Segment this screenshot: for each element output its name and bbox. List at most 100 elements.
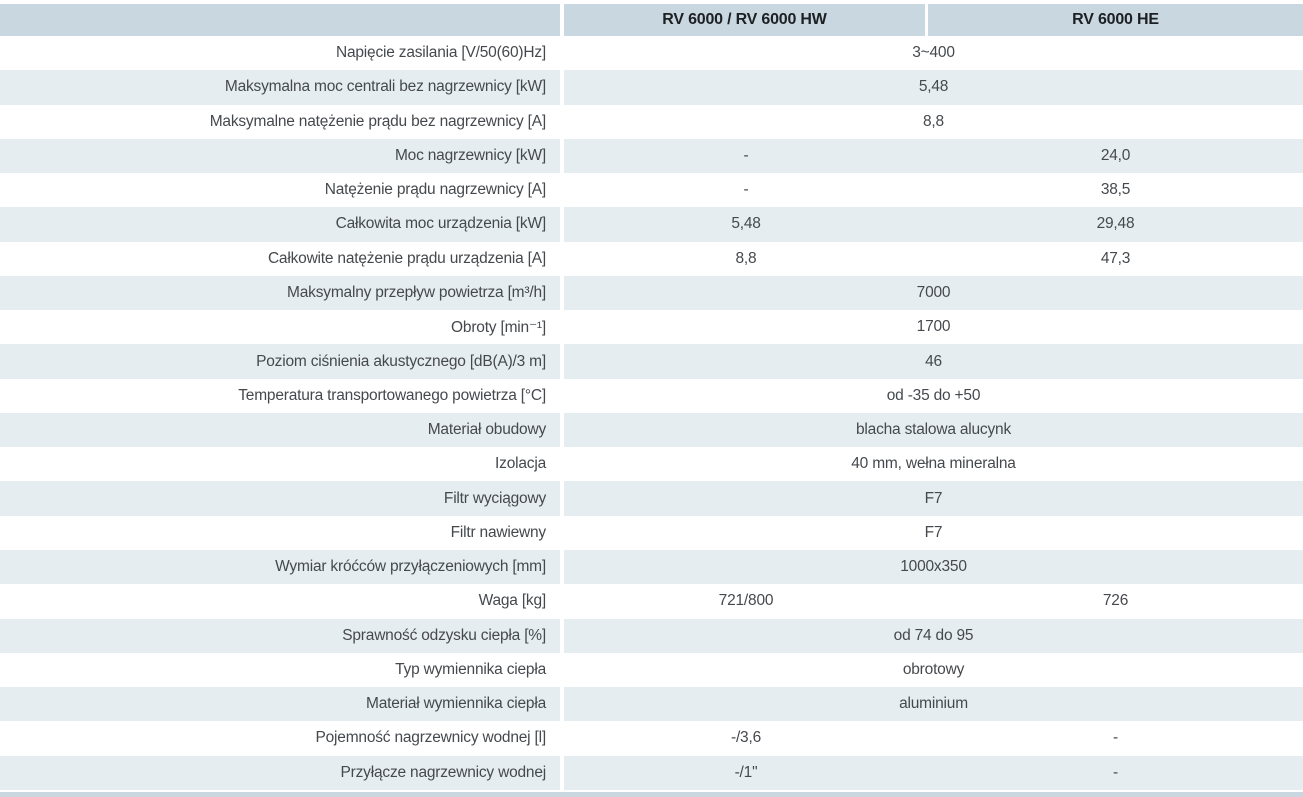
row-label: Natężenie prądu nagrzewnicy [A] (0, 173, 560, 208)
column-divider (560, 36, 564, 71)
table-row-heat-exchanger-type: Typ wymiennika ciepła obrotowy (0, 652, 1303, 688)
row-value-col2: 29,48 (928, 207, 1303, 242)
column-divider (560, 481, 564, 516)
row-value-col2: - (928, 755, 1303, 790)
row-label: Materiał obudowy (0, 412, 560, 448)
row-label: Przyłącze nagrzewnicy wodnej (0, 755, 560, 790)
row-label: Całkowita moc urządzenia [kW] (0, 207, 560, 242)
table-row-exhaust-filter: Filtr wyciągowy F7 (0, 481, 1303, 516)
column-divider (560, 412, 564, 448)
column-divider (560, 755, 564, 790)
table-row-total-power: Całkowita moc urządzenia [kW] 5,48 29,48 (0, 207, 1303, 242)
row-value: 46 (564, 344, 1303, 379)
table-row-max-airflow: Maksymalny przepływ powietrza [m³/h] 700… (0, 275, 1303, 311)
column-divider (560, 549, 564, 585)
header-label-spacer (0, 4, 560, 36)
row-label: Filtr wyciągowy (0, 481, 560, 516)
column-header-rv6000-hw: RV 6000 / RV 6000 HW (564, 4, 925, 36)
row-value: 5,48 (564, 70, 1303, 105)
column-divider (560, 241, 564, 276)
table-row-heat-exchanger-material: Materiał wymiennika ciepła aluminium (0, 687, 1303, 722)
row-value-col1: 8,8 (564, 241, 928, 276)
row-value-col2: 24,0 (928, 138, 1303, 174)
table-row-heater-power: Moc nagrzewnicy [kW] - 24,0 (0, 138, 1303, 174)
column-divider (560, 584, 564, 619)
row-value: 7000 (564, 275, 1303, 311)
table-row-insulation: Izolacja 40 mm, wełna mineralna (0, 447, 1303, 482)
row-label: Maksymalny przepływ powietrza [m³/h] (0, 275, 560, 311)
column-divider (560, 173, 564, 208)
row-value: obrotowy (564, 652, 1303, 688)
row-value: 8,8 (564, 104, 1303, 139)
row-value-col1: -/3,6 (564, 721, 928, 756)
table-row-heater-current: Natężenie prądu nagrzewnicy [A] - 38,5 (0, 173, 1303, 208)
row-label: Maksymalna moc centrali bez nagrzewnicy … (0, 70, 560, 105)
column-header-rv6000-he: RV 6000 HE (928, 4, 1303, 36)
row-label: Moc nagrzewnicy [kW] (0, 138, 560, 174)
row-value: aluminium (564, 687, 1303, 722)
row-label: Waga [kg] (0, 584, 560, 619)
row-value: blacha stalowa alucynk (564, 412, 1303, 448)
row-value-col1: - (564, 138, 928, 174)
column-divider (560, 4, 564, 36)
row-label: Wymiar króćców przyłączeniowych [mm] (0, 549, 560, 585)
column-divider (560, 207, 564, 242)
row-label: Obroty [min⁻¹] (0, 310, 560, 345)
column-divider (560, 138, 564, 174)
row-value: F7 (564, 481, 1303, 516)
column-divider (560, 344, 564, 379)
table-row-air-temperature: Temperatura transportowanego powietrza [… (0, 378, 1303, 413)
table-row-supply-filter: Filtr nawiewny F7 (0, 515, 1303, 550)
table-header-row: RV 6000 / RV 6000 HW RV 6000 HE (0, 4, 1303, 36)
column-divider (560, 378, 564, 413)
row-value: 3~400 (564, 36, 1303, 71)
column-divider (925, 4, 928, 36)
row-label: Typ wymiennika ciepła (0, 652, 560, 688)
row-value: od -35 do +50 (564, 378, 1303, 413)
next-section-strip (0, 792, 1303, 797)
row-label: Poziom ciśnienia akustycznego [dB(A)/3 m… (0, 344, 560, 379)
column-divider (560, 687, 564, 722)
table-row-supply-voltage: Napięcie zasilania [V/50(60)Hz] 3~400 (0, 36, 1303, 71)
column-divider (560, 104, 564, 139)
row-value: od 74 do 95 (564, 618, 1303, 653)
column-divider (560, 70, 564, 105)
row-value-col1: 5,48 (564, 207, 928, 242)
row-value-col1: -/1" (564, 755, 928, 790)
column-divider (560, 310, 564, 345)
row-value-col1: - (564, 173, 928, 208)
row-label: Filtr nawiewny (0, 515, 560, 550)
column-divider (560, 447, 564, 482)
column-divider (560, 652, 564, 688)
row-value: F7 (564, 515, 1303, 550)
row-label: Napięcie zasilania [V/50(60)Hz] (0, 36, 560, 71)
row-label: Sprawność odzysku ciepła [%] (0, 618, 560, 653)
table-row-max-current-no-heater: Maksymalne natężenie prądu bez nagrzewni… (0, 104, 1303, 139)
column-divider (560, 515, 564, 550)
row-value-col2: 726 (928, 584, 1303, 619)
table-row-duct-connection-size: Wymiar króćców przyłączeniowych [mm] 100… (0, 549, 1303, 585)
row-label: Temperatura transportowanego powietrza [… (0, 378, 560, 413)
table-row-water-heater-connection: Przyłącze nagrzewnicy wodnej -/1" - (0, 755, 1303, 790)
spec-table: RV 6000 / RV 6000 HW RV 6000 HE Napięcie… (0, 4, 1303, 790)
row-label: Izolacja (0, 447, 560, 482)
row-value: 1000x350 (564, 549, 1303, 585)
table-row-casing-material: Materiał obudowy blacha stalowa alucynk (0, 412, 1303, 448)
row-label: Pojemność nagrzewnicy wodnej [l] (0, 721, 560, 756)
row-value: 40 mm, wełna mineralna (564, 447, 1303, 482)
row-value-col2: 47,3 (928, 241, 1303, 276)
table-row-weight: Waga [kg] 721/800 726 (0, 584, 1303, 619)
column-divider (560, 618, 564, 653)
row-value-col2: 38,5 (928, 173, 1303, 208)
row-label: Maksymalne natężenie prądu bez nagrzewni… (0, 104, 560, 139)
row-label: Materiał wymiennika ciepła (0, 687, 560, 722)
row-value: 1700 (564, 310, 1303, 345)
row-label: Całkowite natężenie prądu urządzenia [A] (0, 241, 560, 276)
column-divider (560, 275, 564, 311)
row-value-col1: 721/800 (564, 584, 928, 619)
table-row-water-heater-capacity: Pojemność nagrzewnicy wodnej [l] -/3,6 - (0, 721, 1303, 756)
table-row-rpm: Obroty [min⁻¹] 1700 (0, 310, 1303, 345)
table-row-heat-recovery-efficiency: Sprawność odzysku ciepła [%] od 74 do 95 (0, 618, 1303, 653)
table-row-acoustic-pressure: Poziom ciśnienia akustycznego [dB(A)/3 m… (0, 344, 1303, 379)
